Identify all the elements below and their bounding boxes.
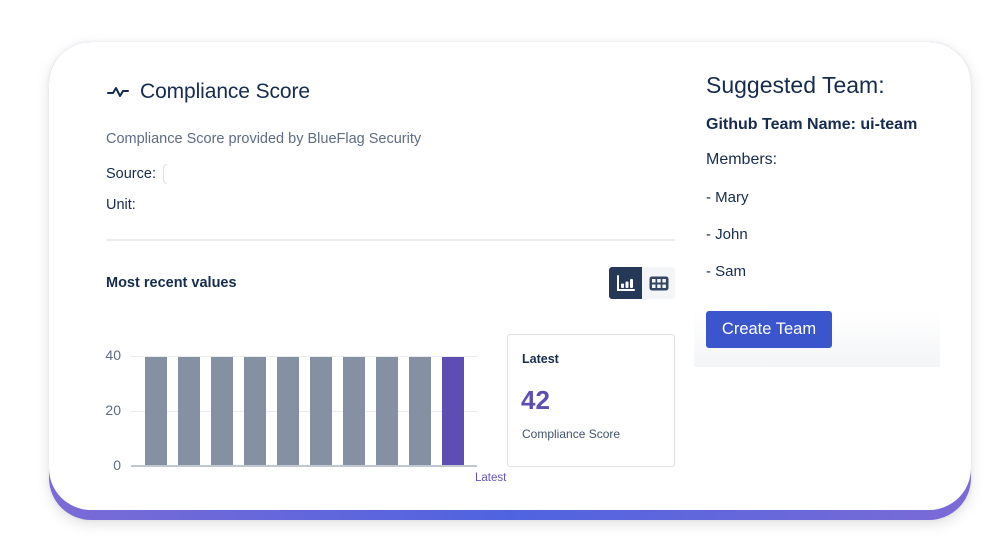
unit-row: Unit: [106,197,136,213]
gridline [131,411,477,412]
bar [409,357,431,465]
bar-latest [442,357,464,465]
source-label: Source: [106,166,156,182]
widget-title: Compliance Score [140,80,310,103]
bar [178,357,200,465]
source-row: Source: [106,164,167,184]
gridline [131,356,477,357]
unit-label: Unit: [106,197,136,213]
latest-caption: Compliance Score [522,427,621,441]
member-item: - John [706,226,748,243]
widget-header: Compliance Score [107,80,310,104]
bar [244,357,266,465]
member-item: - Mary [706,189,749,206]
bar [310,357,332,465]
suggested-team-panel: Suggested Team: Github Team Name: ui-tea… [694,72,940,367]
bar [376,357,398,465]
activity-pulse-icon [107,87,129,97]
card-border: Compliance Score Compliance Score provid… [49,42,971,520]
y-tick-label: 0 [113,457,121,473]
y-tick-label: 20 [105,402,121,418]
table-view-button[interactable] [642,267,675,299]
widget-description: Compliance Score provided by BlueFlag Se… [106,131,422,147]
create-team-button[interactable]: Create Team [706,311,832,348]
y-tick-label: 40 [105,347,121,363]
compliance-card: Compliance Score Compliance Score provid… [49,42,971,510]
divider [106,239,675,241]
bar [277,357,299,465]
x-axis-label-latest: Latest [475,472,507,484]
latest-title: Latest [522,352,559,366]
source-value [162,164,167,184]
table-icon [649,276,668,290]
latest-value: 42 [521,385,550,415]
member-item: - Sam [706,263,747,280]
bar [343,357,365,465]
bar-chart: 40 20 0 Latest [89,337,506,492]
github-team-name: Github Team Name: ui-team [706,116,918,133]
members-label: Members: [706,151,778,168]
latest-value-card: Latest 42 Compliance Score [507,334,675,467]
button-area: Create Team [694,309,940,367]
bar [145,357,167,465]
bar-chart-icon [616,274,635,291]
section-title: Most recent values [106,275,237,291]
team-heading: Suggested Team: [706,72,885,98]
view-toggle [609,267,675,299]
bar [211,357,233,465]
x-axis [131,465,477,467]
chart-view-button[interactable] [609,267,642,299]
bars-container [145,349,464,465]
